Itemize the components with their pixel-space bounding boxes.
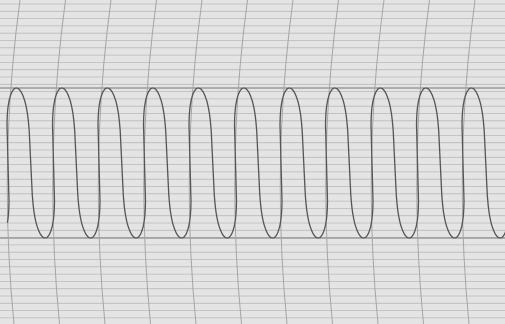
chart-recorder-paper bbox=[0, 0, 505, 324]
page: (() => { const data = JSON.parse(documen… bbox=[0, 0, 505, 324]
